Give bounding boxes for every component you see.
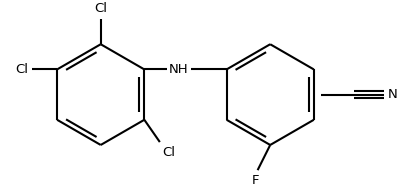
Text: Cl: Cl (94, 2, 107, 15)
Text: Cl: Cl (15, 63, 28, 76)
Text: NH: NH (169, 63, 189, 76)
Text: Cl: Cl (162, 146, 175, 159)
Text: N: N (387, 88, 397, 101)
Text: F: F (252, 174, 259, 187)
